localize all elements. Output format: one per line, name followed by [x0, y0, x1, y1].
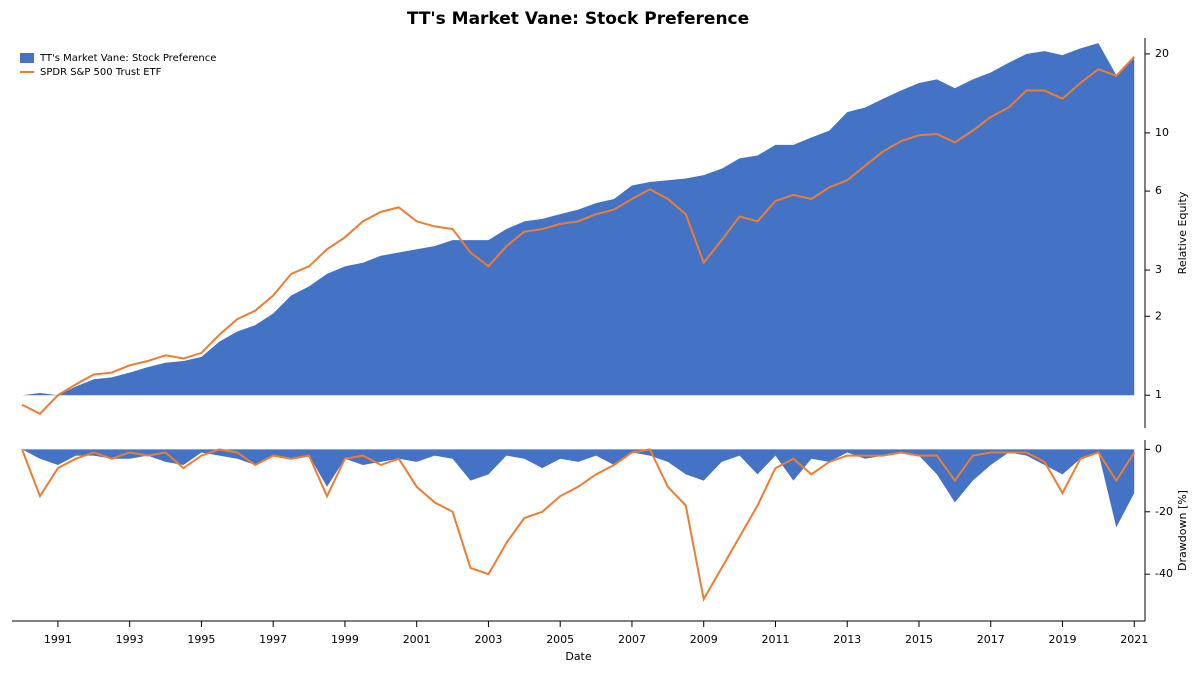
line: [21, 448, 1136, 602]
x-tick-label: 2017: [977, 633, 1005, 646]
legend-label: SPDR S&P 500 Trust ETF: [40, 67, 162, 78]
x-tick-label: 2011: [761, 633, 789, 646]
y-tick-label: -40: [1155, 567, 1173, 580]
x-tick-label: 1991: [44, 633, 72, 646]
y-axis-label: Drawdown [%]: [1176, 490, 1189, 571]
x-tick-label: 1993: [116, 633, 144, 646]
y-tick-label: 2: [1155, 309, 1162, 322]
y-tick-label: 0: [1155, 442, 1162, 455]
chart-title: TT's Market Vane: Stock Preference: [407, 9, 749, 29]
x-tick-label: 2019: [1048, 633, 1076, 646]
area: [22, 449, 1135, 528]
x-tick-label: 1999: [331, 633, 359, 646]
line: [21, 56, 1135, 415]
x-tick-label: 1997: [259, 633, 287, 646]
x-tick-label: 2007: [618, 633, 646, 646]
x-tick-label: 2005: [546, 633, 574, 646]
y-tick-label: 20: [1155, 47, 1169, 60]
x-tick-label: 2009: [690, 633, 718, 646]
legend-swatch: [20, 53, 34, 63]
x-tick-label: 2021: [1120, 633, 1148, 646]
x-tick-label: 2013: [833, 633, 861, 646]
y-tick-label: -20: [1155, 505, 1173, 518]
y-tick-label: 3: [1155, 263, 1162, 276]
y-tick-label: 1: [1155, 388, 1162, 401]
x-tick-label: 2001: [403, 633, 431, 646]
area: [22, 43, 1135, 396]
x-tick-label: 2003: [474, 633, 502, 646]
x-axis-label: Date: [565, 650, 592, 663]
x-tick-label: 1995: [187, 633, 215, 646]
legend-label: TT's Market Vane: Stock Preference: [39, 53, 216, 64]
y-tick-label: 6: [1155, 184, 1162, 197]
y-tick-label: 10: [1155, 126, 1169, 139]
y-axis-label: Relative Equity: [1176, 191, 1189, 274]
x-tick-label: 2015: [905, 633, 933, 646]
